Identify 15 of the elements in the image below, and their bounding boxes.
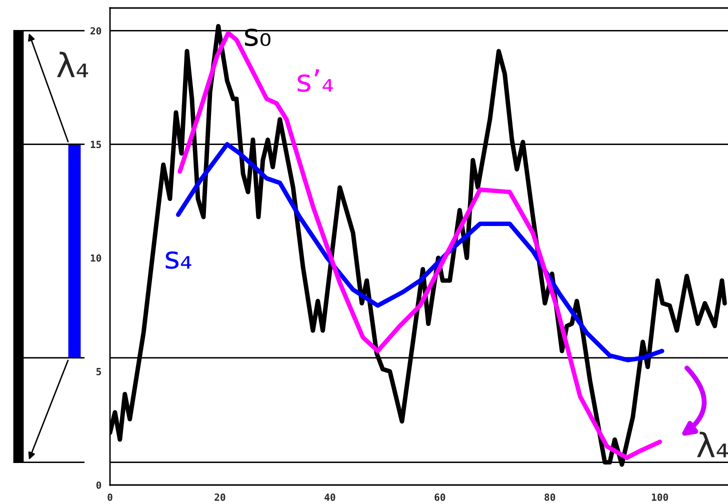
series-label: s’₄: [298, 69, 333, 92]
x-tick-label: 60: [434, 494, 446, 501]
annotation: λ₄: [696, 432, 728, 458]
y-tick-label: 5: [96, 368, 102, 376]
y-tick-label: 20: [90, 27, 102, 35]
x-tick-label: 100: [652, 494, 668, 501]
text: λ₄: [56, 52, 88, 78]
x-tick-label: 0: [108, 494, 112, 501]
x-tick-label: 20: [214, 494, 226, 501]
y-tick-label: 0: [96, 481, 102, 489]
y-tick-label: 10: [90, 254, 102, 262]
y-tick-label: 15: [90, 140, 102, 148]
x-tick-label: 80: [544, 494, 556, 501]
x-tick-label: 40: [324, 494, 336, 501]
series-label: s₄: [166, 251, 192, 269]
